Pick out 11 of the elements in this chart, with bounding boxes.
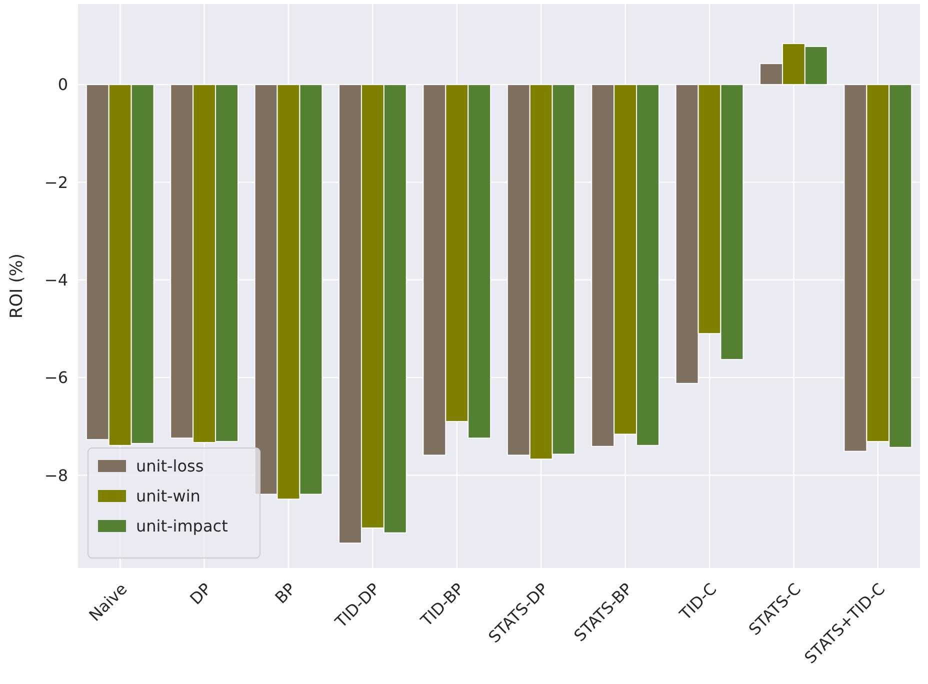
legend-label: unit-impact: [136, 516, 228, 536]
y-tick-label: −6: [44, 368, 68, 388]
y-axis-title: ROI (%): [7, 253, 27, 319]
legend-label: unit-win: [136, 486, 200, 506]
y-tick-label: 0: [58, 75, 68, 94]
x-tick-label: BP: [271, 579, 300, 608]
y-tick-label: −2: [44, 172, 68, 192]
legend-label: unit-loss: [136, 456, 204, 476]
x-tick-label: DP: [186, 579, 216, 608]
y-tick-label: −8: [44, 466, 68, 485]
y-tick-label: −4: [44, 270, 68, 290]
